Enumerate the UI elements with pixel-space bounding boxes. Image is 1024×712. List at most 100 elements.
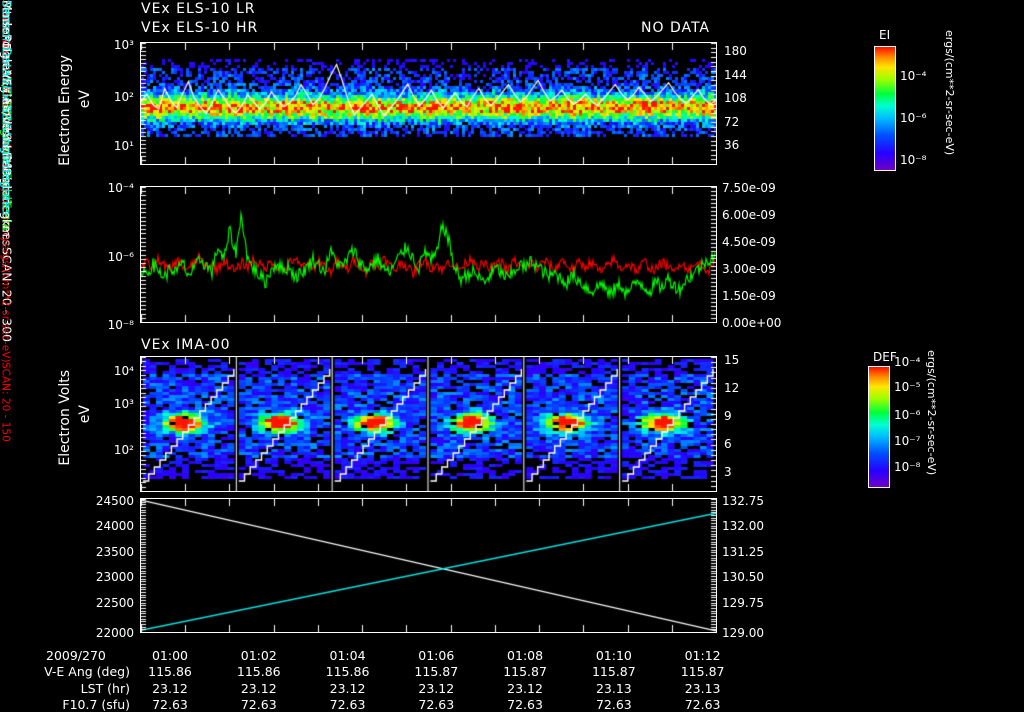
panel3-header: VEx IMA-00 [141,337,231,353]
time-axis-row-0-value-5: 115.87 [591,664,636,679]
panel1-right-label-4: SCAN: 20 - 300 [0,246,15,342]
panel3-y-axis-unit: eV [77,405,93,424]
time-axis-row-2-value-0: 72.63 [152,697,188,712]
panel4-left-label-2: Distance [0,168,14,219]
panel3-right-label-3: Unitless [0,139,15,189]
panel1-right-tick-1: 144 [724,68,747,82]
panel1-nodata-label: NO DATA [641,20,711,36]
time-axis-tick-4: 01:08 [507,648,544,663]
panel4-right-tick-4: 129.75 [722,596,764,610]
colorbar2-tick-4: 10⁻⁸ [894,460,921,474]
time-axis-tick-0: 01:00 [151,648,189,663]
panel2-right-label-3: Tesla [0,200,15,232]
panel2-right-tick-2: 4.50e-09 [722,235,776,249]
time-axis-tick-2: 01:04 [329,648,366,663]
time-axis-row-2-value-4: 72.63 [507,697,543,712]
panel4-right-label-2: Angle [0,129,15,166]
time-axis-row-0-value-6: 115.87 [680,664,725,679]
colorbar2-tick-2: 10⁻⁶ [894,408,921,422]
colorbar1-tick-0: 10⁻⁴ [900,69,927,83]
time-axis-row-1-value-0: 23.12 [152,681,188,696]
panel1-y-axis-unit: eV [77,90,93,109]
panel4-left-label-0: Sensor Data [0,0,14,71]
time-axis-row-1-value-5: 23.13 [595,681,632,696]
panel2-left-label-3: ergs/(cm**2-sr-sec-eV) [0,242,12,363]
panel3-right-axis-labels: Mode Polar Angle Index Unitless [0,0,15,189]
time-axis-date-label: 2009/270 [46,648,106,663]
panel3-right-tick-3: 6 [724,437,732,451]
panel3-right-label-2: Index [0,104,15,140]
panel1-left-tick-1: 10² [113,90,134,104]
panel1-right-tick-2: 108 [724,91,747,105]
panel4-right-label-3: degrees [0,165,15,216]
panel4-left-tick-4: 22500 [95,596,134,610]
panel3-right-label-1: Polar Angle [0,34,15,105]
panel4-right-tick-2: 131.25 [722,545,764,559]
panel2-right-tick-3: 3.00e-09 [722,262,776,276]
panel4-left-tick-5: 22000 [95,626,134,640]
panel2-left-label-0: Sensor Data [0,0,12,65]
time-axis-row-label-1: LST (hr) [80,681,130,696]
colorbar1-tick-1: 10⁻⁶ [900,111,927,125]
panel1-right-label-0: Pitch Angle [0,0,15,70]
time-axis-row-label-2: F10.7 (sfu) [62,697,130,712]
time-axis-row-0-value-0: 115.86 [148,664,192,679]
colorbar1-title: EI [879,28,891,42]
panel3-right-tick-0: 15 [724,353,740,367]
panel1-right-axis-labels: Pitch Angle VEx ELS-10 LR Angle degrees SCAN… [0,0,15,342]
panel-distance-sza[interactable] [140,498,717,633]
time-axis-row-2-value-3: 72.63 [418,697,455,712]
colorbar2-tick-0: 10⁻⁴ [894,355,921,369]
panel1-right-tick-3: 72 [724,115,740,129]
panel4-left-axis-labels: Sensor Data VEx Alt/Venus/Pd Distance km [0,0,14,237]
panel4-left-label-3: km [0,218,14,237]
panel1-right-tick-4: 36 [724,138,740,152]
panel2-right-label-1: S/C B [0,76,15,111]
time-axis-row-0-value-3: 115.87 [414,664,459,679]
time-axis-tick-5: 01:10 [595,648,632,663]
panel1-header-lr: VEx ELS-10 LR [141,1,256,17]
panel1-header-hr: VEx ELS-10 HR [141,20,259,36]
panel4-right-tick-0: 132.75 [722,494,764,508]
panel4-right-label-0: Sensor Data [0,0,15,77]
time-axis-row-1-value-2: 23.12 [329,681,366,696]
panel4-right-tick-5: 129.00 [722,626,764,640]
panel2-right-tick-1: 6.00e-09 [722,208,776,222]
panel4-right-tick-1: 132.00 [722,519,764,533]
panel4-right-axis-labels: Sensor Data VEx SZA Angle degrees [0,0,15,216]
time-axis-row-0-value-4: 115.87 [503,664,547,679]
colorbar2-gradient [868,366,890,488]
panel2-right-axis-labels: Sensor Data S/C B Magnetic Field Tesla [0,0,15,232]
panel-ima-spectrogram[interactable] [140,356,717,492]
colorbar1-unit: ergs/(cm**2-sr-sec-eV) [943,30,956,156]
panel3-right-label-0: Mode [0,0,15,35]
panel3-left-tick-1: 10³ [113,397,134,411]
time-axis-row-2-value-2: 72.63 [329,697,366,712]
time-axis-tick-3: 01:06 [418,648,455,663]
time-axis-row-2-value-5: 72.63 [595,697,632,712]
panel1-right-label-3: degrees [0,196,15,247]
time-axis-row-2-value-1: 72.63 [240,697,277,712]
time-axis-row-0-value-2: 115.86 [325,664,370,679]
panel1-left-tick-2: 10¹ [113,139,134,153]
panel4-right-tick-3: 130.50 [722,570,764,584]
colorbar2-title: DEF [873,350,897,364]
panel3-right-tick-4: 3 [724,465,732,479]
panel4-left-tick-3: 23000 [95,570,134,584]
panel2-left-tick-0: 10⁻⁴ [107,181,134,195]
panel4-left-tick-1: 24000 [95,519,134,533]
panel2-right-label-2: Magnetic Field [0,110,15,201]
panel-electron-energy-spectrogram[interactable] [140,42,717,165]
time-axis-tick-1: 01:02 [240,648,277,663]
panel-energy-intensity-magfield[interactable] [140,186,717,323]
panel2-right-tick-5: 0.00e+00 [722,316,782,330]
panel2-right-label-0: Sensor Data [0,0,15,77]
colorbar2-unit: ergs/(cm**2-sr-sec-eV) [925,350,938,476]
panel1-right-label-1: VEx ELS-10 LR [0,69,15,161]
time-axis-row-1-value-3: 23.12 [418,681,455,696]
panel2-right-tick-0: 7.50e-09 [722,181,776,195]
panel1-y-axis-title: Electron Energy [57,55,73,166]
panel3-right-tick-2: 9 [724,409,732,423]
panel3-left-tick-0: 10⁴ [113,364,134,378]
panel3-left-tick-2: 10² [113,443,134,457]
